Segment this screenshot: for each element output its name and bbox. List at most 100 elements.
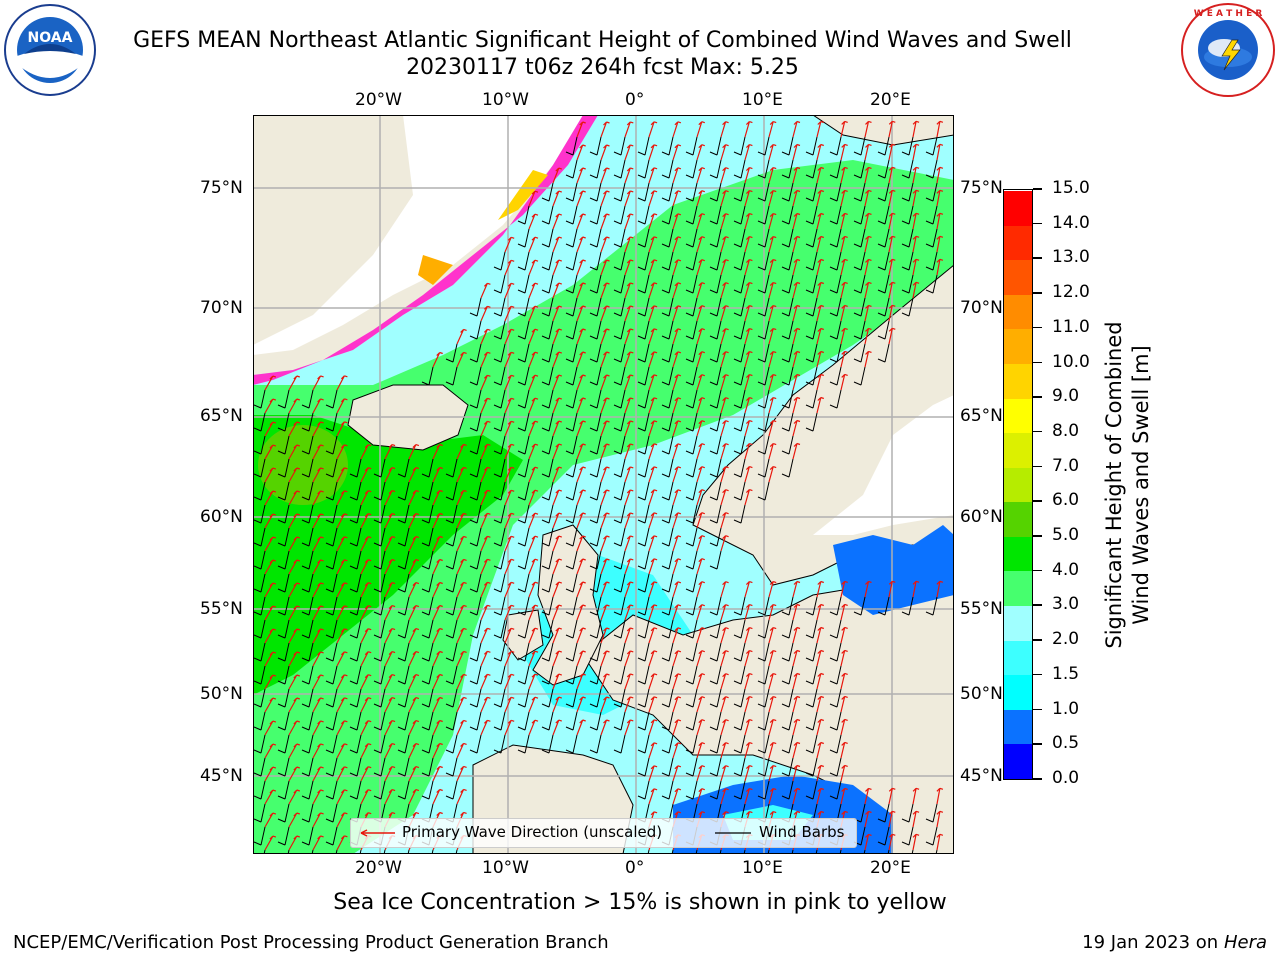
wind-barb	[421, 458, 434, 478]
wave-direction-arrow	[552, 512, 562, 529]
wave-direction-arrow	[744, 213, 753, 230]
wave-direction-arrow	[264, 812, 277, 828]
chart-title-line1: GEFS MEAN Northeast Atlantic Significant…	[133, 28, 1072, 53]
wind-barb	[277, 435, 290, 455]
wind-barb	[781, 136, 794, 156]
wind-barb	[637, 205, 650, 225]
wind-barb	[877, 228, 890, 248]
wind-barb	[373, 504, 386, 524]
wave-direction-arrow	[696, 788, 705, 805]
wave-direction-arrow	[840, 672, 848, 690]
wave-direction-arrow	[360, 766, 372, 782]
wind-barb	[637, 228, 650, 248]
wind-barb	[805, 343, 818, 363]
lon-label-bottom-20w: 20°W	[355, 858, 402, 878]
wave-direction-arrow	[744, 696, 753, 713]
wave-direction-arrow	[696, 719, 705, 736]
wind-barb	[733, 274, 746, 294]
wind-barb	[733, 780, 746, 800]
wind-barb	[781, 366, 794, 386]
wave-direction-arrow	[600, 558, 610, 575]
wave-direction-arrow	[624, 604, 634, 621]
wind-barb	[637, 274, 650, 294]
wind-barb	[253, 780, 266, 800]
wind-barb	[277, 803, 290, 823]
wave-direction-arrow	[912, 580, 920, 598]
wave-direction-arrow	[816, 580, 824, 598]
wave-direction-arrow	[312, 651, 324, 667]
wind-barb	[397, 780, 410, 800]
wind-barb	[877, 205, 890, 225]
wind-barb	[613, 412, 626, 432]
wind-barb	[565, 159, 578, 179]
wave-direction-arrow	[768, 443, 777, 460]
wind-barb	[277, 711, 290, 731]
wind-barb	[589, 366, 602, 386]
wind-barb	[349, 550, 362, 570]
wave-direction-arrow	[840, 212, 848, 230]
wind-barb	[493, 366, 506, 386]
wave-direction-arrow	[456, 581, 467, 598]
wind-barb	[301, 780, 314, 800]
wave-direction-arrow	[336, 536, 348, 552]
wave-direction-arrow	[768, 673, 777, 690]
wind-barb	[253, 688, 266, 708]
wave-direction-arrow	[312, 812, 324, 828]
wave-direction-arrow	[312, 766, 324, 782]
wind-barb	[421, 757, 434, 777]
wind-barb	[349, 573, 362, 593]
wave-direction-arrow	[528, 397, 539, 414]
wind-barb	[829, 366, 842, 386]
lat-label-right-75n: 75°N	[960, 178, 1003, 198]
wind-barb	[277, 665, 290, 685]
colorbar-tick-mark	[1033, 569, 1042, 572]
wave-direction-arrow	[600, 466, 610, 483]
wind-barb	[925, 136, 938, 156]
wind-barb	[757, 642, 770, 662]
wave-direction-arrow	[768, 719, 777, 736]
wind-barb	[277, 412, 290, 432]
wind-barb	[517, 343, 530, 363]
wave-direction-arrow	[600, 305, 610, 322]
wind-barb	[637, 780, 650, 800]
wave-direction-arrow	[576, 443, 586, 460]
wave-direction-arrow	[744, 305, 753, 322]
wave-direction-arrow	[672, 719, 682, 736]
wave-direction-arrow	[408, 789, 420, 805]
wave-direction-arrow	[456, 604, 467, 621]
wind-barb	[781, 435, 794, 455]
wind-barb	[517, 274, 530, 294]
wind-barb	[925, 159, 938, 179]
wind-barb	[469, 550, 482, 570]
wave-direction-arrow	[648, 213, 658, 230]
wind-barb	[589, 297, 602, 317]
wind-barb	[805, 596, 818, 616]
wave-direction-arrow	[744, 397, 753, 414]
wind-barb	[661, 435, 674, 455]
wind-barb	[589, 228, 602, 248]
wind-barb	[613, 665, 626, 685]
wind-barb	[805, 642, 818, 662]
wind-barb	[901, 826, 914, 846]
wave-direction-arrow	[264, 720, 277, 736]
wind-barb	[757, 366, 770, 386]
wind-barb	[733, 343, 746, 363]
wind-barb	[709, 458, 722, 478]
wind-barb	[805, 412, 818, 432]
wave-direction-arrow	[792, 143, 801, 161]
wind-barb	[637, 619, 650, 639]
wave-direction-arrow	[528, 696, 539, 713]
wind-barb	[277, 734, 290, 754]
wave-direction-arrow	[312, 490, 324, 506]
lat-label-left-60n: 60°N	[200, 507, 243, 527]
wave-direction-arrow	[888, 258, 896, 276]
wind-barb	[301, 826, 314, 846]
wind-barb	[613, 504, 626, 524]
wind-barb	[469, 481, 482, 501]
wave-direction-arrow	[264, 789, 277, 805]
wind-barb	[253, 573, 266, 593]
wind-barb	[829, 665, 842, 685]
wave-direction-arrow	[792, 304, 801, 322]
wind-barb	[421, 665, 434, 685]
wind-barb	[685, 274, 698, 294]
